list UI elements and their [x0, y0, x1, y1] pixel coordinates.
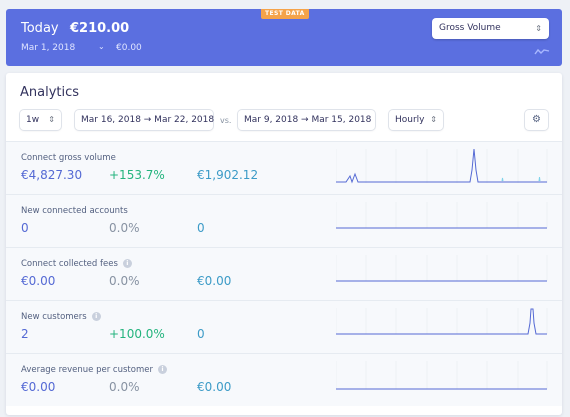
metric-select-value: Gross Volume [439, 23, 501, 33]
analytics-title: Analytics [20, 85, 80, 100]
date-range-current[interactable]: Mar 16, 2018 → Mar 22, 2018 [75, 110, 215, 130]
updown-icon: ⇕ [535, 24, 542, 33]
today-label: Today [21, 21, 59, 36]
metric-previous-value: 0 [197, 327, 205, 341]
test-data-badge: TEST DATA [261, 9, 309, 19]
date-range-previous-value: Mar 9, 2018 → Mar 15, 2018 [244, 115, 372, 125]
gear-icon: ⚙ [532, 114, 541, 125]
metrics-list: Connect gross volume €4,827.30 +153.7% €… [6, 141, 562, 406]
metric-previous-value: 0 [197, 221, 205, 235]
metric-sparkline [336, 255, 548, 282]
metric-row[interactable]: Connect collected fees i €0.00 0.0% €0.00 [6, 247, 562, 300]
granularity-select[interactable]: Hourly ⇕ [389, 110, 443, 130]
updown-icon: ⇕ [48, 115, 55, 124]
metric-label: New connected accounts [21, 206, 128, 216]
info-icon[interactable]: i [157, 365, 167, 374]
date-range-previous[interactable]: Mar 9, 2018 → Mar 15, 2018 [238, 110, 375, 130]
metric-value: 2 [21, 327, 29, 341]
metric-sparkline [336, 202, 548, 229]
granularity-value: Hourly [395, 115, 425, 125]
info-icon[interactable]: i [91, 312, 101, 321]
chevron-down-icon[interactable]: ⌄ [98, 42, 105, 51]
info-icon[interactable]: i [122, 259, 132, 268]
metric-label: New customers i [21, 312, 101, 322]
vs-label: vs. [220, 116, 232, 125]
metric-change: 0.0% [109, 221, 140, 235]
metric-row[interactable]: New customers i 2 +100.0% 0 [6, 300, 562, 353]
metric-sparkline [336, 148, 548, 184]
metric-value: 0 [21, 221, 29, 235]
metric-label: Connect collected fees i [21, 259, 132, 269]
metric-row[interactable]: Connect gross volume €4,827.30 +153.7% €… [6, 141, 562, 194]
metric-change: 0.0% [109, 380, 140, 394]
interval-select[interactable]: 1w ⇕ [20, 110, 61, 130]
metric-row[interactable]: New connected accounts 0 0.0% 0 [6, 194, 562, 247]
metric-previous-value: €1,902.12 [197, 168, 259, 182]
date-range-current-value: Mar 16, 2018 → Mar 22, 2018 [81, 115, 215, 125]
metric-label: Average revenue per customer i [21, 365, 167, 375]
metric-value: €0.00 [21, 274, 56, 288]
metric-value: €0.00 [21, 380, 56, 394]
analytics-card: Analytics 1w ⇕ Mar 16, 2018 → Mar 22, 20… [6, 73, 562, 415]
comparison-date[interactable]: Mar 1, 2018 [21, 43, 76, 53]
settings-button[interactable]: ⚙ [525, 110, 548, 130]
metric-change: +153.7% [109, 168, 165, 182]
metric-change: +100.0% [109, 327, 165, 341]
metric-change: 0.0% [109, 274, 140, 288]
metric-previous-value: €0.00 [197, 274, 232, 288]
metric-previous-value: €0.00 [197, 380, 232, 394]
updown-icon: ⇕ [430, 115, 437, 124]
interval-value: 1w [26, 115, 40, 125]
metric-sparkline [336, 308, 548, 335]
comparison-amount: €0.00 [116, 43, 142, 53]
sparkline-icon [534, 48, 550, 55]
today-amount: €210.00 [70, 21, 130, 36]
metric-row[interactable]: Average revenue per customer i €0.00 0.0%… [6, 353, 562, 406]
metric-sparkline [336, 361, 548, 390]
today-header: TEST DATA Today €210.00 Mar 1, 2018 ⌄ €0… [6, 9, 562, 66]
metric-value: €4,827.30 [21, 168, 83, 182]
metric-select[interactable]: Gross Volume ⇕ [432, 18, 549, 39]
metric-label: Connect gross volume [21, 153, 116, 163]
